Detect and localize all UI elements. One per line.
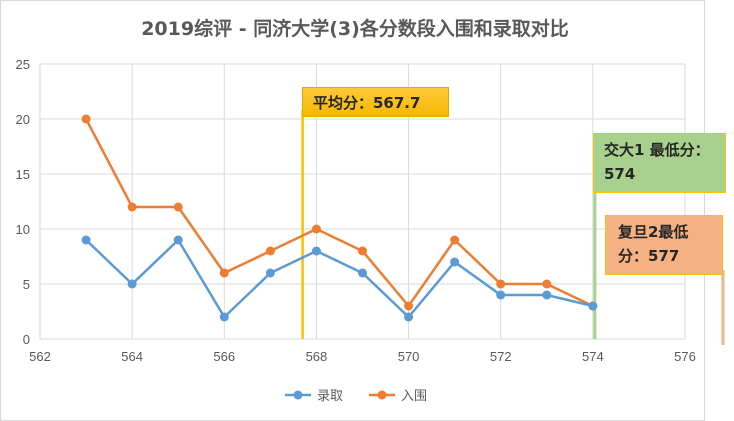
fudan-text-2: 分：577 bbox=[618, 247, 680, 265]
y-tick-label: 20 bbox=[16, 112, 30, 127]
legend-marker bbox=[377, 390, 387, 400]
jiaoda-annotation: 交大1 最低分： 574 bbox=[593, 133, 726, 193]
x-tick-label: 572 bbox=[490, 349, 512, 364]
data-point-入围 bbox=[173, 202, 183, 212]
fudan-annotation: 复旦2最低 分：577 bbox=[605, 215, 723, 275]
x-tick-label: 568 bbox=[306, 349, 328, 364]
x-tick-label: 566 bbox=[213, 349, 235, 364]
y-tick-label: 25 bbox=[16, 57, 30, 72]
data-point-录取 bbox=[265, 268, 275, 278]
legend-label: 入围 bbox=[401, 388, 427, 403]
legend-label: 录取 bbox=[317, 388, 343, 403]
data-point-录取 bbox=[588, 301, 598, 311]
series-line-入围 bbox=[84, 118, 594, 309]
data-point-入围 bbox=[219, 268, 229, 278]
y-tick-label: 0 bbox=[23, 332, 30, 347]
data-point-入围 bbox=[496, 279, 506, 289]
data-point-入围 bbox=[81, 114, 91, 124]
data-point-入围 bbox=[404, 301, 414, 311]
x-tick-label: 564 bbox=[121, 349, 143, 364]
data-point-录取 bbox=[404, 312, 414, 322]
legend-marker bbox=[293, 390, 303, 400]
x-tick-label: 562 bbox=[29, 349, 51, 364]
data-point-录取 bbox=[542, 290, 552, 300]
y-tick-label: 5 bbox=[23, 277, 30, 292]
data-point-入围 bbox=[358, 246, 367, 256]
data-point-入围 bbox=[450, 235, 460, 245]
data-point-录取 bbox=[450, 257, 460, 267]
jiaoda-text-2: 574 bbox=[604, 165, 636, 183]
data-point-录取 bbox=[496, 290, 506, 300]
chart-title: 2019综评 - 同济大学(3)各分数段入围和录取对比 bbox=[141, 17, 569, 40]
x-tick-label: 570 bbox=[398, 349, 420, 364]
jiaoda-text-1: 交大1 最低分： bbox=[604, 141, 710, 159]
data-point-录取 bbox=[311, 246, 321, 256]
data-point-录取 bbox=[81, 235, 91, 245]
data-point-入围 bbox=[265, 246, 275, 256]
x-tick-label: 574 bbox=[582, 349, 604, 364]
data-point-录取 bbox=[358, 268, 367, 278]
series-line-录取 bbox=[85, 238, 594, 319]
data-point-录取 bbox=[127, 279, 137, 289]
avg-annotation: 平均分：567.7 bbox=[302, 87, 449, 117]
data-point-入围 bbox=[127, 202, 137, 212]
y-tick-label: 10 bbox=[16, 222, 30, 237]
data-point-录取 bbox=[219, 312, 229, 322]
x-tick-label: 576 bbox=[674, 349, 696, 364]
fudan-text-1: 复旦2最低 bbox=[618, 223, 689, 241]
y-tick-label: 15 bbox=[16, 167, 30, 182]
data-point-入围 bbox=[542, 279, 552, 289]
data-point-录取 bbox=[173, 235, 183, 245]
data-point-入围 bbox=[311, 224, 321, 234]
